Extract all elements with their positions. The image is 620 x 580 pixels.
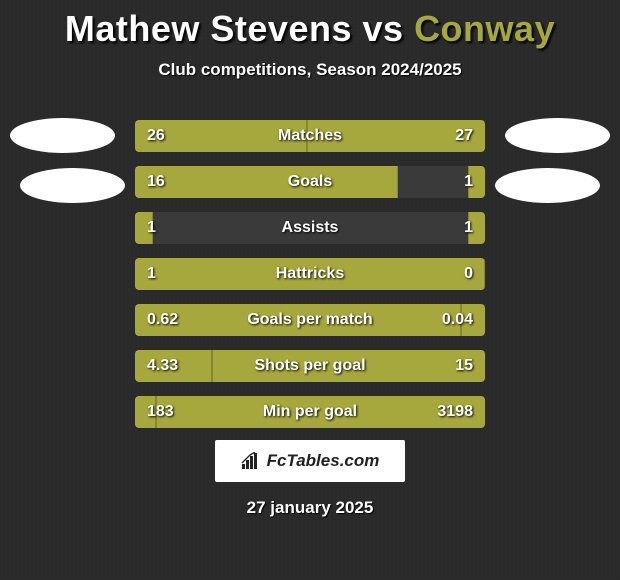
vs-word: vs xyxy=(363,8,404,49)
brand-chart-icon xyxy=(241,452,261,470)
stat-label: Assists xyxy=(135,212,485,244)
stat-label: Goals xyxy=(135,166,485,198)
player2-name: Conway xyxy=(414,8,555,49)
brand-badge: FcTables.com xyxy=(215,440,405,482)
stat-row: 161Goals xyxy=(135,166,485,198)
stat-label: Matches xyxy=(135,120,485,152)
stat-label: Shots per goal xyxy=(135,350,485,382)
stats-rows: 2627Matches 161Goals 11Assists 10Hattricks 0… xyxy=(135,120,485,442)
date-text: 27 january 2025 xyxy=(0,498,620,518)
player2-avatar-placeholder xyxy=(505,118,610,153)
player1-avatar-placeholder xyxy=(10,118,115,153)
brand-text: FcTables.com xyxy=(267,451,380,471)
subtitle: Club competitions, Season 2024/2025 xyxy=(0,60,620,80)
player2-club-placeholder xyxy=(495,168,600,203)
stat-label: Hattricks xyxy=(135,258,485,290)
player1-name: Mathew Stevens xyxy=(65,8,352,49)
title: Mathew Stevens vs Conway xyxy=(0,0,620,50)
stat-row: 11Assists xyxy=(135,212,485,244)
stat-row: 10Hattricks xyxy=(135,258,485,290)
stat-label: Goals per match xyxy=(135,304,485,336)
stat-row: 2627Matches xyxy=(135,120,485,152)
stat-row: 4.3315Shots per goal xyxy=(135,350,485,382)
stat-row: 1833198Min per goal xyxy=(135,396,485,428)
comparison-card: Mathew Stevens vs Conway Club competitio… xyxy=(0,0,620,580)
stat-row: 0.620.04Goals per match xyxy=(135,304,485,336)
stat-label: Min per goal xyxy=(135,396,485,428)
player1-club-placeholder xyxy=(20,168,125,203)
